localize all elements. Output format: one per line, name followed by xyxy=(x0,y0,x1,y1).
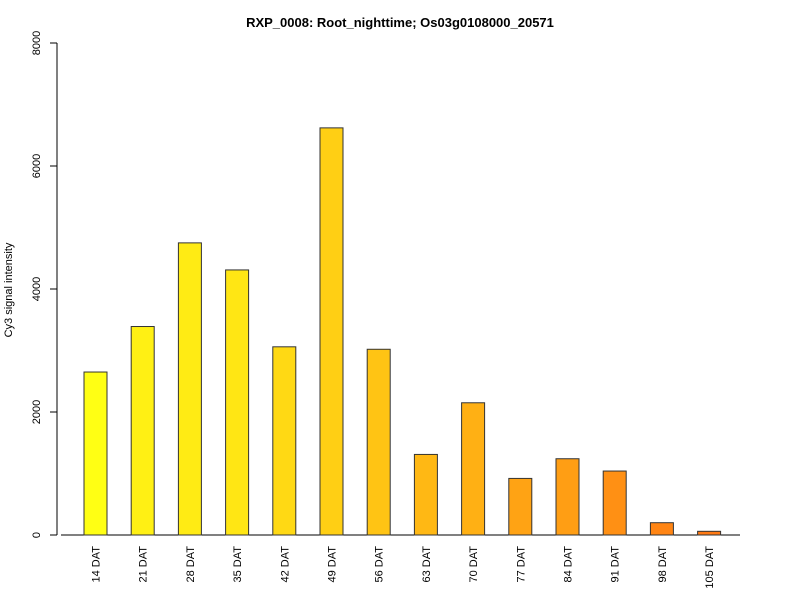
x-tick-label: 49 DAT xyxy=(327,546,339,583)
x-tick-label: 98 DAT xyxy=(657,546,669,583)
x-tick-label: 63 DAT xyxy=(421,546,433,583)
bar xyxy=(177,242,202,536)
x-tick-label: 14 DAT xyxy=(91,546,103,583)
y-tick-label: 6000 xyxy=(31,154,43,178)
bar xyxy=(413,453,438,536)
x-tick-label: 28 DAT xyxy=(185,546,197,583)
bar xyxy=(130,326,155,536)
bar xyxy=(225,269,250,536)
x-tick-label: 21 DAT xyxy=(138,546,150,583)
x-tick-label: 105 DAT xyxy=(704,546,716,589)
x-tick-label: 91 DAT xyxy=(610,546,622,583)
x-tick-label: 84 DAT xyxy=(563,546,575,583)
bar xyxy=(508,477,533,536)
y-tick-label: 8000 xyxy=(31,31,43,55)
chart-title: RXP_0008: Root_nighttime; Os03g0108000_2… xyxy=(246,15,554,30)
bar xyxy=(319,127,344,536)
y-axis-label: Cy3 signal intensity xyxy=(3,242,15,337)
bars xyxy=(83,127,722,536)
x-tick-label: 56 DAT xyxy=(374,546,386,583)
y-tick-label: 4000 xyxy=(31,277,43,301)
x-tick-label: 42 DAT xyxy=(279,546,291,583)
y-tick-label: 0 xyxy=(31,532,43,538)
bar xyxy=(272,346,297,536)
bar xyxy=(697,530,722,536)
bar xyxy=(461,402,486,536)
bar xyxy=(83,371,108,536)
bar xyxy=(555,458,580,536)
x-tick-label: 35 DAT xyxy=(232,546,244,583)
x-tick-label: 77 DAT xyxy=(515,546,527,583)
x-tick-label: 70 DAT xyxy=(468,546,480,583)
bar xyxy=(649,522,674,536)
bar xyxy=(366,348,391,536)
bar xyxy=(602,470,627,536)
y-tick-label: 2000 xyxy=(31,400,43,424)
x-axis: 14 DAT 21 DAT 28 DAT 35 DAT 42 DAT 49 DAT 56 D… xyxy=(61,534,740,589)
y-axis: 0 2000 4000 6000 8000 xyxy=(31,31,58,538)
